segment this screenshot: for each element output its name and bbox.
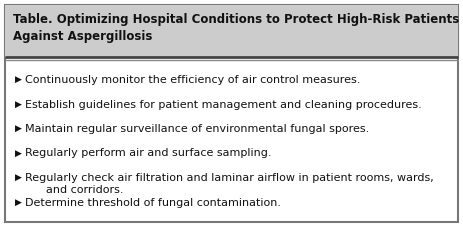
Bar <box>5 5 458 57</box>
Text: Table. Optimizing Hospital Conditions to Protect High-Risk Patients: Table. Optimizing Hospital Conditions to… <box>13 13 459 26</box>
Text: Establish guidelines for patient management and cleaning procedures.: Establish guidelines for patient managem… <box>25 99 422 109</box>
Text: ▶: ▶ <box>15 75 22 84</box>
Text: Maintain regular surveillance of environmental fungal spores.: Maintain regular surveillance of environ… <box>25 124 369 134</box>
Text: ▶: ▶ <box>15 124 22 133</box>
Text: Regularly perform air and surface sampling.: Regularly perform air and surface sampli… <box>25 148 271 158</box>
Text: Continuously monitor the efficiency of air control measures.: Continuously monitor the efficiency of a… <box>25 75 360 85</box>
Text: ▶: ▶ <box>15 99 22 109</box>
Text: Determine threshold of fungal contamination.: Determine threshold of fungal contaminat… <box>25 197 281 207</box>
Text: ▶: ▶ <box>15 173 22 182</box>
Text: Regularly check air filtration and laminar airflow in patient rooms, wards,
    : Regularly check air filtration and lamin… <box>25 173 434 195</box>
Text: ▶: ▶ <box>15 148 22 158</box>
Text: ▶: ▶ <box>15 197 22 207</box>
Text: Against Aspergillosis: Against Aspergillosis <box>13 30 152 43</box>
